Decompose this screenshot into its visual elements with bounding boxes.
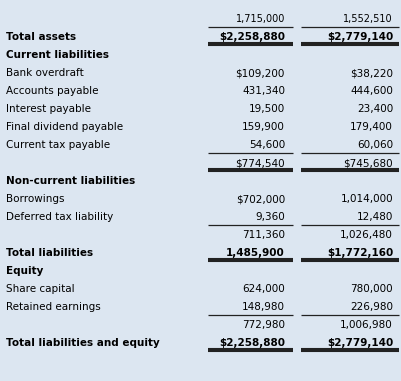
Text: Final dividend payable: Final dividend payable	[6, 122, 123, 132]
Text: 226,980: 226,980	[350, 302, 393, 312]
Text: 1,026,480: 1,026,480	[340, 230, 393, 240]
Text: 780,000: 780,000	[350, 284, 393, 294]
Text: 159,900: 159,900	[242, 122, 285, 132]
Text: 711,360: 711,360	[242, 230, 285, 240]
Text: Accounts payable: Accounts payable	[6, 86, 99, 96]
Text: Total liabilities: Total liabilities	[6, 248, 93, 258]
Text: Total liabilities and equity: Total liabilities and equity	[6, 338, 160, 348]
Text: Current liabilities: Current liabilities	[6, 50, 109, 60]
Text: $2,258,880: $2,258,880	[219, 32, 285, 42]
Text: 772,980: 772,980	[242, 320, 285, 330]
Text: 12,480: 12,480	[356, 212, 393, 222]
Text: 60,060: 60,060	[357, 140, 393, 150]
Text: $38,220: $38,220	[350, 68, 393, 78]
Text: $745,680: $745,680	[343, 158, 393, 168]
Text: Retained earnings: Retained earnings	[6, 302, 101, 312]
Text: $774,540: $774,540	[235, 158, 285, 168]
Text: $2,779,140: $2,779,140	[327, 32, 393, 42]
Text: $109,200: $109,200	[236, 68, 285, 78]
Text: Current tax payable: Current tax payable	[6, 140, 110, 150]
Text: 19,500: 19,500	[249, 104, 285, 114]
Text: Non-current liabilities: Non-current liabilities	[6, 176, 135, 186]
Text: Equity: Equity	[6, 266, 43, 276]
Text: 1,006,980: 1,006,980	[340, 320, 393, 330]
Text: 23,400: 23,400	[357, 104, 393, 114]
Text: Borrowings: Borrowings	[6, 194, 65, 204]
Text: 1,552,510: 1,552,510	[343, 14, 393, 24]
Text: $1,772,160: $1,772,160	[327, 248, 393, 258]
Text: Interest payable: Interest payable	[6, 104, 91, 114]
Text: Total assets: Total assets	[6, 32, 76, 42]
Text: 1,485,900: 1,485,900	[226, 248, 285, 258]
Text: $702,000: $702,000	[236, 194, 285, 204]
Text: 1,715,000: 1,715,000	[236, 14, 285, 24]
Text: 431,340: 431,340	[242, 86, 285, 96]
Text: 444,600: 444,600	[350, 86, 393, 96]
Text: 9,360: 9,360	[255, 212, 285, 222]
Text: 1,014,000: 1,014,000	[340, 194, 393, 204]
Text: 624,000: 624,000	[242, 284, 285, 294]
Text: 179,400: 179,400	[350, 122, 393, 132]
Text: $2,779,140: $2,779,140	[327, 338, 393, 348]
Text: $2,258,880: $2,258,880	[219, 338, 285, 348]
Text: Bank overdraft: Bank overdraft	[6, 68, 84, 78]
Text: Deferred tax liability: Deferred tax liability	[6, 212, 113, 222]
Text: Share capital: Share capital	[6, 284, 75, 294]
Text: 54,600: 54,600	[249, 140, 285, 150]
Text: 148,980: 148,980	[242, 302, 285, 312]
